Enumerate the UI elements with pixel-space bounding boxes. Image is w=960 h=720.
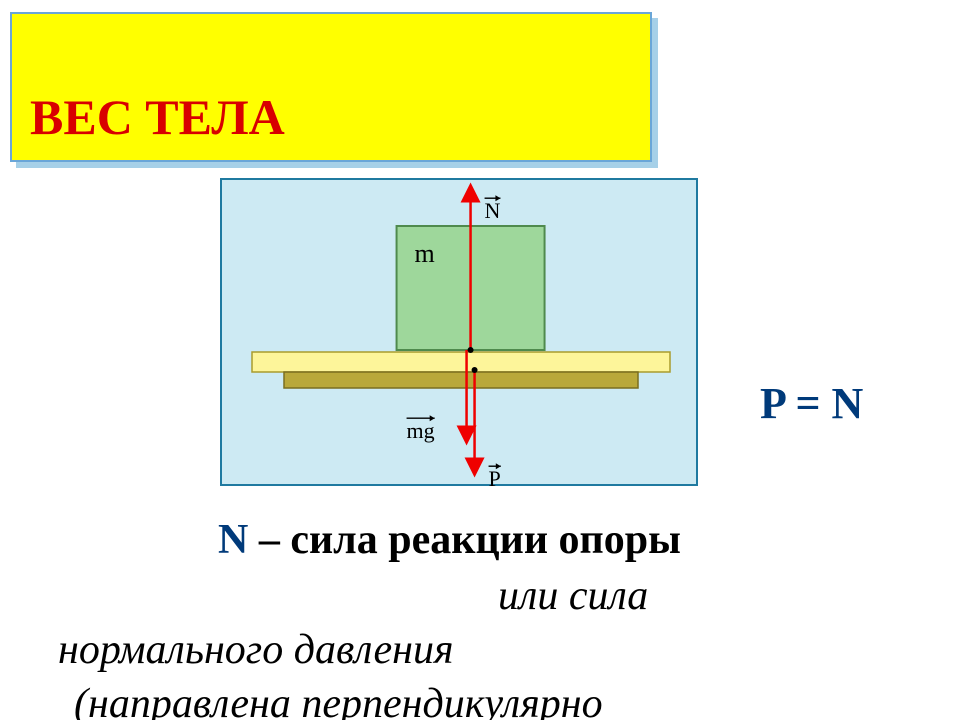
force-diagram: m Nmg P (222, 180, 700, 488)
caption-n-symbol: N (218, 517, 248, 563)
svg-text:m: m (415, 239, 435, 268)
svg-text:mg: mg (407, 418, 435, 443)
title-banner: ВЕС ТЕЛА (10, 12, 652, 162)
page-title: ВЕС ТЕЛА (30, 88, 285, 146)
diagram-panel: m Nmg P (220, 178, 698, 486)
svg-text:N: N (485, 198, 501, 223)
slide: { "title": { "text": "ВЕС ТЕЛА", "color"… (0, 0, 960, 720)
equation-p-equals-n: P = N (760, 378, 863, 429)
caption-or-force: или сила (498, 572, 648, 620)
caption-perpendicular: (направлена перпендикулярно (74, 680, 603, 720)
caption-normal-pressure: нормального давления (58, 626, 454, 674)
svg-text:P: P (489, 466, 501, 488)
caption-normal-force-label: N – сила реакции опоры (218, 516, 681, 564)
caption-n-rest: – сила реакции опоры (248, 517, 681, 563)
